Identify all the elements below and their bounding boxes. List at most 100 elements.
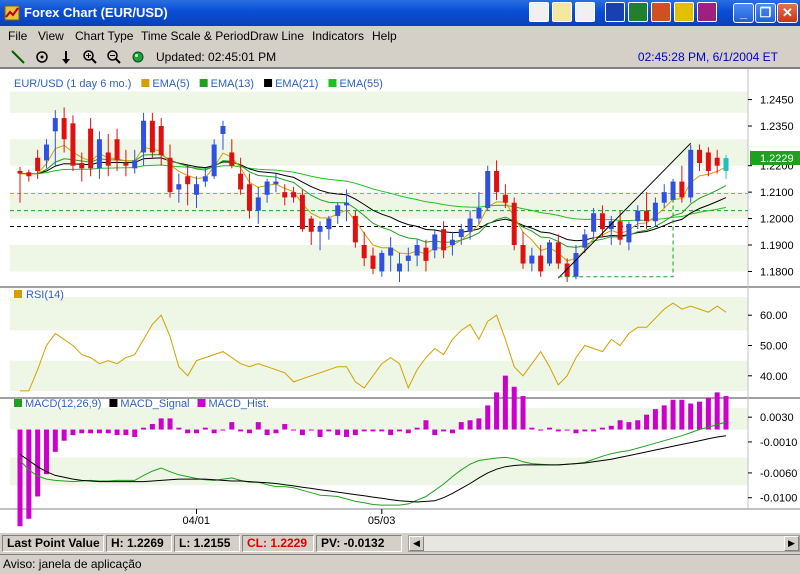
rsi-tick-label: 60.00 — [760, 310, 788, 322]
macd-legend-swatch — [109, 399, 118, 407]
menu-view[interactable]: View — [38, 29, 64, 43]
macd-hist-bar — [599, 427, 605, 430]
refresh-icon[interactable] — [130, 49, 146, 65]
macd-hist-bar — [697, 401, 703, 430]
macd-hist-bar — [432, 429, 438, 436]
candle — [229, 139, 235, 169]
candle — [599, 205, 605, 238]
candle — [441, 221, 447, 259]
pv-value: PV: -0.0132 — [316, 535, 402, 552]
candle — [70, 115, 76, 171]
candle — [132, 149, 138, 174]
candle — [458, 223, 464, 246]
macd-hist-bar — [405, 429, 411, 434]
candle — [547, 239, 552, 267]
menu-draw-line[interactable]: Draw Line — [250, 29, 305, 43]
notice-bar: Aviso: janela de aplicação — [0, 554, 800, 574]
macd-hist-bar — [282, 423, 288, 430]
price-tick-label: 1.2000 — [760, 214, 794, 226]
rsi-tick-label: 50.00 — [760, 341, 788, 353]
candle — [273, 173, 279, 193]
candle — [79, 152, 85, 182]
candle — [423, 239, 429, 272]
maximize-button[interactable]: ❐ — [755, 3, 776, 23]
menu-file[interactable]: File — [8, 29, 28, 43]
candle — [194, 176, 199, 208]
crosshair-icon[interactable] — [34, 49, 50, 65]
candle — [352, 210, 358, 248]
minimize-button[interactable]: _ — [733, 3, 754, 23]
price-tick-label: 1.1900 — [760, 240, 794, 252]
macd-hist-bar — [679, 399, 685, 430]
candle — [370, 247, 376, 275]
candle — [96, 131, 102, 179]
candle — [114, 128, 120, 171]
access-icon[interactable] — [697, 2, 717, 22]
outlook-icon[interactable] — [674, 2, 694, 22]
macd-hist-bar — [617, 420, 623, 430]
horizontal-scrollbar[interactable]: ◀ ▶ — [408, 535, 800, 552]
candle — [17, 167, 23, 203]
zoom-out-icon[interactable] — [106, 49, 122, 65]
scroll-right-arrow-icon[interactable]: ▶ — [784, 536, 799, 551]
legend-swatch — [264, 79, 273, 87]
excel-icon[interactable] — [628, 2, 648, 22]
macd-hist-bar — [299, 429, 305, 436]
macd-hist-bar — [344, 429, 350, 437]
candle — [149, 112, 155, 158]
arrow-down-icon[interactable] — [58, 49, 74, 65]
macd-hist-bar — [141, 427, 147, 430]
candle — [626, 221, 632, 251]
candle — [43, 139, 49, 169]
powerpoint-icon[interactable] — [651, 2, 671, 22]
macd-hist-bar — [273, 429, 279, 434]
candle — [494, 160, 500, 201]
menu-chart-type[interactable]: Chart Type — [75, 29, 134, 43]
candle — [123, 149, 129, 177]
macd-hist-bar — [352, 429, 358, 436]
price-tick-label: 1.2100 — [760, 187, 794, 199]
forex-chart[interactable]: 1.24501.23501.22001.21001.20001.19001.18… — [0, 69, 800, 534]
macd-hist-bar — [485, 405, 491, 430]
macd-hist-bar — [705, 397, 711, 430]
app-icon-2[interactable] — [552, 2, 572, 22]
price-legend-label: EMA(13) — [211, 78, 254, 90]
menu-time-scale[interactable]: Time Scale & Period — [141, 29, 250, 43]
candle — [467, 210, 473, 240]
candle — [679, 165, 685, 203]
close-button[interactable]: ✕ — [777, 3, 798, 23]
candle — [308, 215, 314, 246]
macd-hist-bar — [291, 429, 297, 431]
draw-line-icon[interactable] — [10, 49, 26, 65]
macd-hist-bar — [379, 429, 385, 432]
app-icon-1[interactable] — [529, 2, 549, 22]
macd-hist-bar — [608, 425, 614, 430]
macd-hist-bar — [547, 427, 552, 430]
macd-hist-bar — [652, 409, 658, 430]
app-icon-3[interactable] — [575, 2, 595, 22]
menu-indicators[interactable]: Indicators — [312, 29, 365, 43]
word-icon[interactable] — [605, 2, 625, 22]
menu-help[interactable]: Help — [372, 29, 397, 43]
macd-tick-label: -0.0060 — [760, 468, 797, 480]
legend-swatch — [199, 79, 208, 87]
macd-line — [19, 421, 727, 506]
price-tick-label: 1.2450 — [760, 95, 794, 107]
candle — [661, 184, 667, 208]
candle — [652, 197, 658, 227]
candle — [220, 120, 226, 150]
candle — [291, 186, 297, 203]
chart-area[interactable]: 1.2450 1.2350 1.2200 1.2100 1.2000 1.1900 1.18… — [0, 68, 800, 533]
macd-hist-bar — [17, 429, 23, 527]
macd-hist-bar — [670, 399, 676, 430]
scroll-left-arrow-icon[interactable]: ◀ — [409, 536, 424, 551]
macd-hist-bar — [396, 429, 402, 432]
zoom-in-icon[interactable] — [82, 49, 98, 65]
macd-hist-bar — [591, 429, 597, 432]
macd-hist-bar — [61, 429, 67, 441]
macd-hist-bar — [370, 429, 376, 432]
macd-hist-bar — [520, 396, 526, 430]
candle — [723, 155, 729, 179]
rsi-tick-label: 40.00 — [760, 371, 788, 383]
macd-hist-bar — [538, 429, 544, 431]
